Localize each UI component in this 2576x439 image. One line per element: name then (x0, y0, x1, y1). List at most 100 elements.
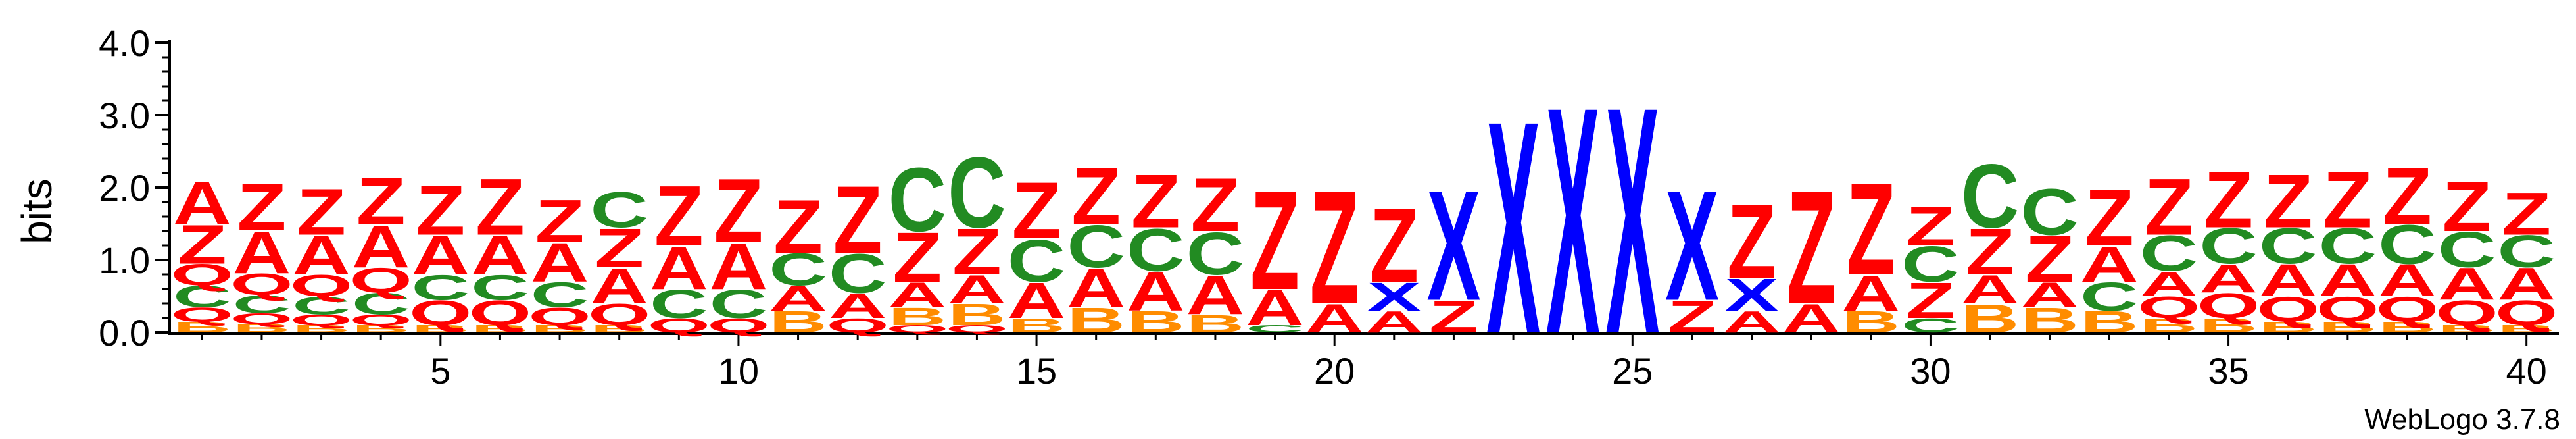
logo-letter-z: Z (356, 165, 406, 238)
svg-text:B: B (888, 303, 947, 331)
svg-text:B: B (531, 323, 589, 334)
svg-text:A: A (1305, 296, 1364, 341)
logo-letter-z: Z (1429, 292, 1478, 342)
svg-text:A: A (173, 169, 231, 237)
y-axis-label: bits (13, 178, 61, 244)
svg-text:Z: Z (2383, 151, 2432, 242)
svg-text:Z: Z (1966, 215, 2015, 289)
svg-text:A: A (531, 232, 589, 294)
logo-letter-x: X (1486, 59, 1540, 398)
logo-letter-q: Q (2435, 294, 2498, 333)
svg-text:C: C (2378, 214, 2437, 276)
logo-letter-c: C (233, 290, 291, 319)
weblogo-version-footer: WebLogo 3.7.8 (2364, 403, 2560, 436)
svg-text:Q: Q (2495, 294, 2558, 333)
logo-letter-a: A (1008, 272, 1066, 328)
svg-text:Z: Z (1727, 182, 1776, 301)
svg-text:A: A (2199, 256, 2258, 301)
svg-text:B: B (1842, 305, 1901, 339)
svg-text:C: C (412, 268, 470, 307)
logo-letter-q: Q (2495, 294, 2558, 333)
logo-letter-a: A (829, 286, 887, 326)
svg-text:Q: Q (350, 311, 412, 328)
svg-text:Q: Q (827, 314, 889, 336)
logo-letter-q: Q (588, 297, 650, 332)
svg-text:B: B (352, 323, 410, 334)
logo-letter-z: Z (2383, 151, 2432, 242)
logo-letter-a: A (2438, 259, 2496, 310)
logo-letter-x: X (1605, 39, 1659, 401)
logo-letter-z: Z (416, 171, 465, 249)
logo-letter-z: Z (1966, 215, 2015, 289)
logo-letter-a: A (948, 267, 1006, 312)
logo-letter-a: A (769, 279, 827, 319)
svg-text:Z: Z (1012, 166, 1061, 256)
svg-text:Z: Z (1667, 292, 1716, 342)
svg-text:Z: Z (1250, 162, 1300, 320)
svg-text:Q: Q (528, 303, 591, 331)
logo-letter-z: Z (654, 167, 704, 263)
logo-letter-c: C (710, 281, 768, 326)
logo-letter-z: Z (178, 214, 227, 276)
logo-letter-b: B (1127, 305, 1185, 339)
logo-letter-c: C (1008, 227, 1066, 295)
svg-text:C: C (531, 275, 589, 315)
logo-letter-c: C (531, 275, 589, 315)
logo-letter-z: Z (2442, 168, 2492, 246)
svg-text:Z: Z (1906, 196, 1955, 258)
y-tick-label: 0.0 (99, 312, 150, 353)
svg-text:Z: Z (2025, 222, 2074, 296)
logo-letter-x: X (1367, 274, 1421, 319)
svg-text:Q: Q (2435, 294, 2498, 333)
svg-text:Z: Z (1369, 186, 1419, 305)
svg-text:A: A (2080, 236, 2139, 292)
svg-text:C: C (1246, 323, 1304, 334)
svg-text:Q: Q (290, 311, 352, 328)
logo-letter-b: B (1842, 305, 1901, 339)
svg-text:C: C (1067, 213, 1125, 280)
svg-text:C: C (173, 280, 231, 314)
logo-letter-c: C (590, 182, 648, 238)
svg-text:Z: Z (952, 215, 1002, 289)
logo-letter-q: Q (350, 311, 412, 328)
svg-text:Q: Q (171, 303, 233, 326)
svg-text:A: A (769, 279, 827, 319)
logo-letter-z: Z (1071, 151, 1121, 242)
logo-letter-x: X (1546, 39, 1600, 401)
logo-letter-b: B (2438, 323, 2496, 334)
svg-text:B: B (2497, 323, 2556, 334)
svg-text:Z: Z (833, 166, 883, 274)
logo-letter-z: Z (475, 162, 525, 252)
svg-text:A: A (2497, 259, 2556, 310)
logo-letter-z: Z (2323, 155, 2372, 245)
svg-text:Z: Z (892, 219, 942, 297)
logo-letter-a: A (352, 213, 410, 280)
logo-letter-a: A (1246, 279, 1304, 336)
logo-letter-a: A (1365, 305, 1424, 339)
svg-text:C: C (1901, 314, 1960, 336)
svg-text:C: C (1008, 227, 1066, 295)
svg-text:B: B (2378, 319, 2437, 336)
logo-letter-b: B (948, 297, 1006, 332)
svg-text:C: C (1186, 220, 1245, 288)
logo-letter-z: Z (297, 175, 346, 249)
svg-text:B: B (1186, 310, 1245, 338)
logo-letter-a: A (2319, 255, 2377, 306)
logo-letter-b: B (412, 323, 470, 334)
svg-text:A: A (2020, 275, 2079, 315)
svg-text:C: C (710, 281, 768, 326)
svg-text:A: A (471, 225, 529, 287)
logo-letter-q: Q (290, 269, 352, 303)
logo-letter-a: A (173, 169, 231, 237)
logo-letter-b: B (769, 305, 827, 339)
svg-text:Q: Q (648, 314, 710, 336)
logo-letter-c: C (1901, 236, 1960, 292)
svg-text:Z: Z (416, 171, 465, 249)
logo-letter-z: Z (1250, 162, 1300, 320)
logo-letter-z: Z (535, 187, 585, 255)
logo-letter-q: Q (886, 323, 948, 334)
svg-text:A: A (2438, 259, 2496, 310)
logo-letter-z: Z (1131, 159, 1180, 244)
logo-letter-a: A (590, 257, 648, 314)
svg-text:Q: Q (230, 310, 293, 327)
